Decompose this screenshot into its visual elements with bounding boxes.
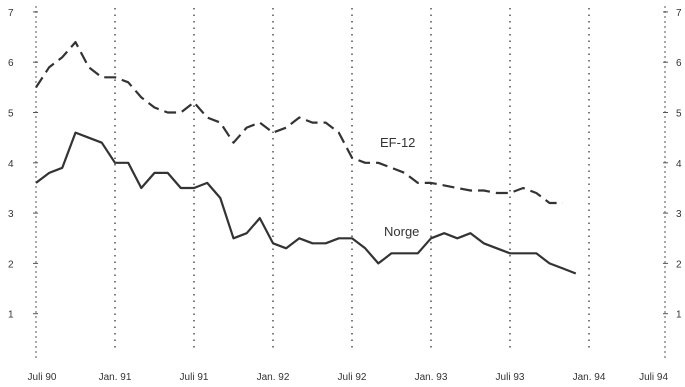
y-tick-label: 6 bbox=[8, 58, 14, 69]
x-tick-label: Jan. 94 bbox=[573, 372, 606, 383]
right-y-tick-label: 3 bbox=[676, 209, 682, 220]
right-y-tick-label: 2 bbox=[676, 259, 682, 270]
series-line-norge bbox=[35, 131, 577, 275]
y-tick-label: 7 bbox=[8, 8, 14, 19]
x-tick-label: Jan. 91 bbox=[99, 372, 132, 383]
right-y-tick-label: 6 bbox=[676, 58, 682, 69]
series-label-norge: Norge bbox=[384, 224, 419, 239]
y-tick-label: 4 bbox=[8, 159, 14, 170]
x-tick-label: Juli 92 bbox=[338, 372, 367, 383]
x-tick-label: Juli 93 bbox=[496, 372, 525, 383]
x-tick-label: Juli 94 bbox=[639, 372, 668, 383]
series-line-ef-12 bbox=[35, 40, 563, 205]
right-y-tick-label: 5 bbox=[676, 109, 682, 120]
label-layer: Juli 90 Jan. 91 Juli 91 Jan. 92 Juli 92 Jan. … bbox=[8, 8, 682, 383]
right-y-tick-label: 7 bbox=[676, 8, 682, 19]
x-tick-label: Jan. 93 bbox=[415, 372, 448, 383]
series-layer bbox=[35, 40, 577, 275]
y-tick-label: 1 bbox=[8, 310, 14, 321]
right-y-tick-label: 1 bbox=[676, 310, 682, 321]
x-tick-label: Jan. 92 bbox=[257, 372, 290, 383]
grid-layer bbox=[114, 8, 590, 352]
x-tick-label: Juli 91 bbox=[180, 372, 209, 383]
x-tick-label: Juli 90 bbox=[28, 372, 57, 383]
y-tick-label: 3 bbox=[8, 209, 14, 220]
series-label-ef-12: EF-12 bbox=[380, 135, 415, 150]
right-y-tick-label: 4 bbox=[676, 159, 682, 170]
y-tick-label: 5 bbox=[8, 109, 14, 120]
axis-layer bbox=[33, 6, 668, 360]
y-tick-label: 2 bbox=[8, 259, 14, 270]
